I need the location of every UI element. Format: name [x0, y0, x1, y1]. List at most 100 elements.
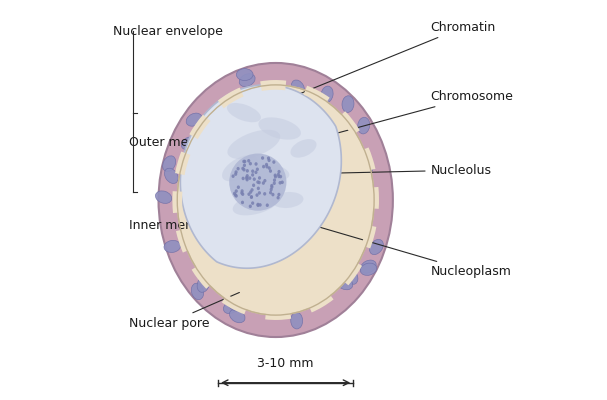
Text: Chromosome: Chromosome [320, 90, 514, 138]
Ellipse shape [263, 192, 266, 196]
Ellipse shape [291, 312, 303, 329]
Ellipse shape [273, 178, 276, 182]
Ellipse shape [256, 203, 260, 206]
Ellipse shape [321, 86, 333, 103]
Ellipse shape [239, 74, 255, 87]
Ellipse shape [270, 185, 274, 189]
Ellipse shape [291, 80, 305, 96]
Ellipse shape [235, 189, 238, 193]
Ellipse shape [197, 276, 209, 292]
Ellipse shape [245, 176, 248, 180]
Ellipse shape [245, 176, 248, 179]
Ellipse shape [248, 192, 251, 196]
Ellipse shape [235, 194, 238, 198]
Ellipse shape [291, 139, 316, 158]
Ellipse shape [280, 276, 293, 292]
Ellipse shape [342, 96, 354, 112]
Text: 3-10 mm: 3-10 mm [257, 357, 314, 370]
Ellipse shape [191, 283, 203, 300]
Ellipse shape [234, 294, 246, 311]
Ellipse shape [222, 155, 258, 181]
Ellipse shape [155, 191, 172, 204]
Ellipse shape [273, 182, 276, 185]
Ellipse shape [246, 169, 249, 173]
Ellipse shape [345, 269, 358, 284]
Ellipse shape [243, 160, 246, 163]
Ellipse shape [257, 186, 260, 190]
Ellipse shape [293, 290, 309, 302]
Ellipse shape [268, 158, 271, 162]
Ellipse shape [251, 188, 254, 192]
Ellipse shape [229, 154, 287, 211]
Ellipse shape [234, 193, 237, 197]
Ellipse shape [361, 260, 376, 273]
Ellipse shape [227, 296, 242, 311]
Text: Inner membrane: Inner membrane [129, 196, 233, 232]
Ellipse shape [240, 191, 243, 195]
Ellipse shape [258, 191, 261, 195]
Ellipse shape [277, 193, 280, 196]
Ellipse shape [251, 266, 263, 282]
Ellipse shape [240, 189, 243, 193]
Ellipse shape [265, 165, 268, 168]
Ellipse shape [267, 156, 270, 160]
Ellipse shape [294, 280, 307, 296]
Ellipse shape [253, 177, 256, 181]
Ellipse shape [256, 204, 260, 207]
Ellipse shape [268, 166, 271, 170]
Ellipse shape [280, 180, 284, 184]
Ellipse shape [234, 172, 237, 176]
Ellipse shape [247, 159, 250, 162]
Ellipse shape [252, 184, 255, 187]
Ellipse shape [242, 177, 245, 180]
Ellipse shape [245, 178, 249, 182]
Ellipse shape [301, 280, 316, 294]
Ellipse shape [181, 137, 197, 150]
Ellipse shape [186, 113, 202, 126]
Ellipse shape [266, 204, 269, 207]
Ellipse shape [249, 190, 253, 194]
Ellipse shape [242, 168, 246, 172]
Ellipse shape [226, 277, 243, 289]
Ellipse shape [163, 156, 175, 172]
Polygon shape [180, 85, 341, 268]
Ellipse shape [249, 162, 252, 166]
Ellipse shape [234, 170, 238, 174]
Ellipse shape [229, 309, 245, 323]
Ellipse shape [261, 156, 264, 160]
Ellipse shape [251, 201, 254, 205]
Text: Outer membrane: Outer membrane [129, 116, 237, 149]
Ellipse shape [243, 164, 246, 167]
Ellipse shape [274, 175, 277, 178]
Ellipse shape [277, 173, 280, 176]
Ellipse shape [360, 157, 373, 172]
Ellipse shape [246, 174, 249, 178]
Ellipse shape [277, 170, 280, 174]
Ellipse shape [254, 170, 257, 174]
Ellipse shape [277, 175, 280, 178]
Ellipse shape [263, 179, 266, 182]
Ellipse shape [351, 160, 365, 174]
Ellipse shape [254, 162, 257, 166]
Ellipse shape [164, 168, 178, 184]
Ellipse shape [164, 240, 181, 252]
Ellipse shape [256, 193, 259, 197]
Text: Nuclear envelope: Nuclear envelope [113, 25, 223, 38]
Ellipse shape [158, 63, 393, 337]
Ellipse shape [337, 277, 353, 290]
Ellipse shape [277, 196, 280, 200]
Ellipse shape [257, 181, 261, 184]
Ellipse shape [259, 117, 301, 140]
Ellipse shape [274, 174, 277, 177]
Text: Nucleolus: Nucleolus [290, 164, 492, 177]
Ellipse shape [331, 273, 345, 288]
Ellipse shape [269, 169, 272, 173]
Ellipse shape [233, 192, 236, 195]
Ellipse shape [177, 85, 374, 315]
Ellipse shape [237, 186, 240, 189]
Ellipse shape [181, 237, 197, 250]
Ellipse shape [270, 188, 273, 191]
Text: Nuclear pore: Nuclear pore [129, 292, 239, 330]
Ellipse shape [250, 195, 253, 199]
Ellipse shape [300, 93, 312, 110]
